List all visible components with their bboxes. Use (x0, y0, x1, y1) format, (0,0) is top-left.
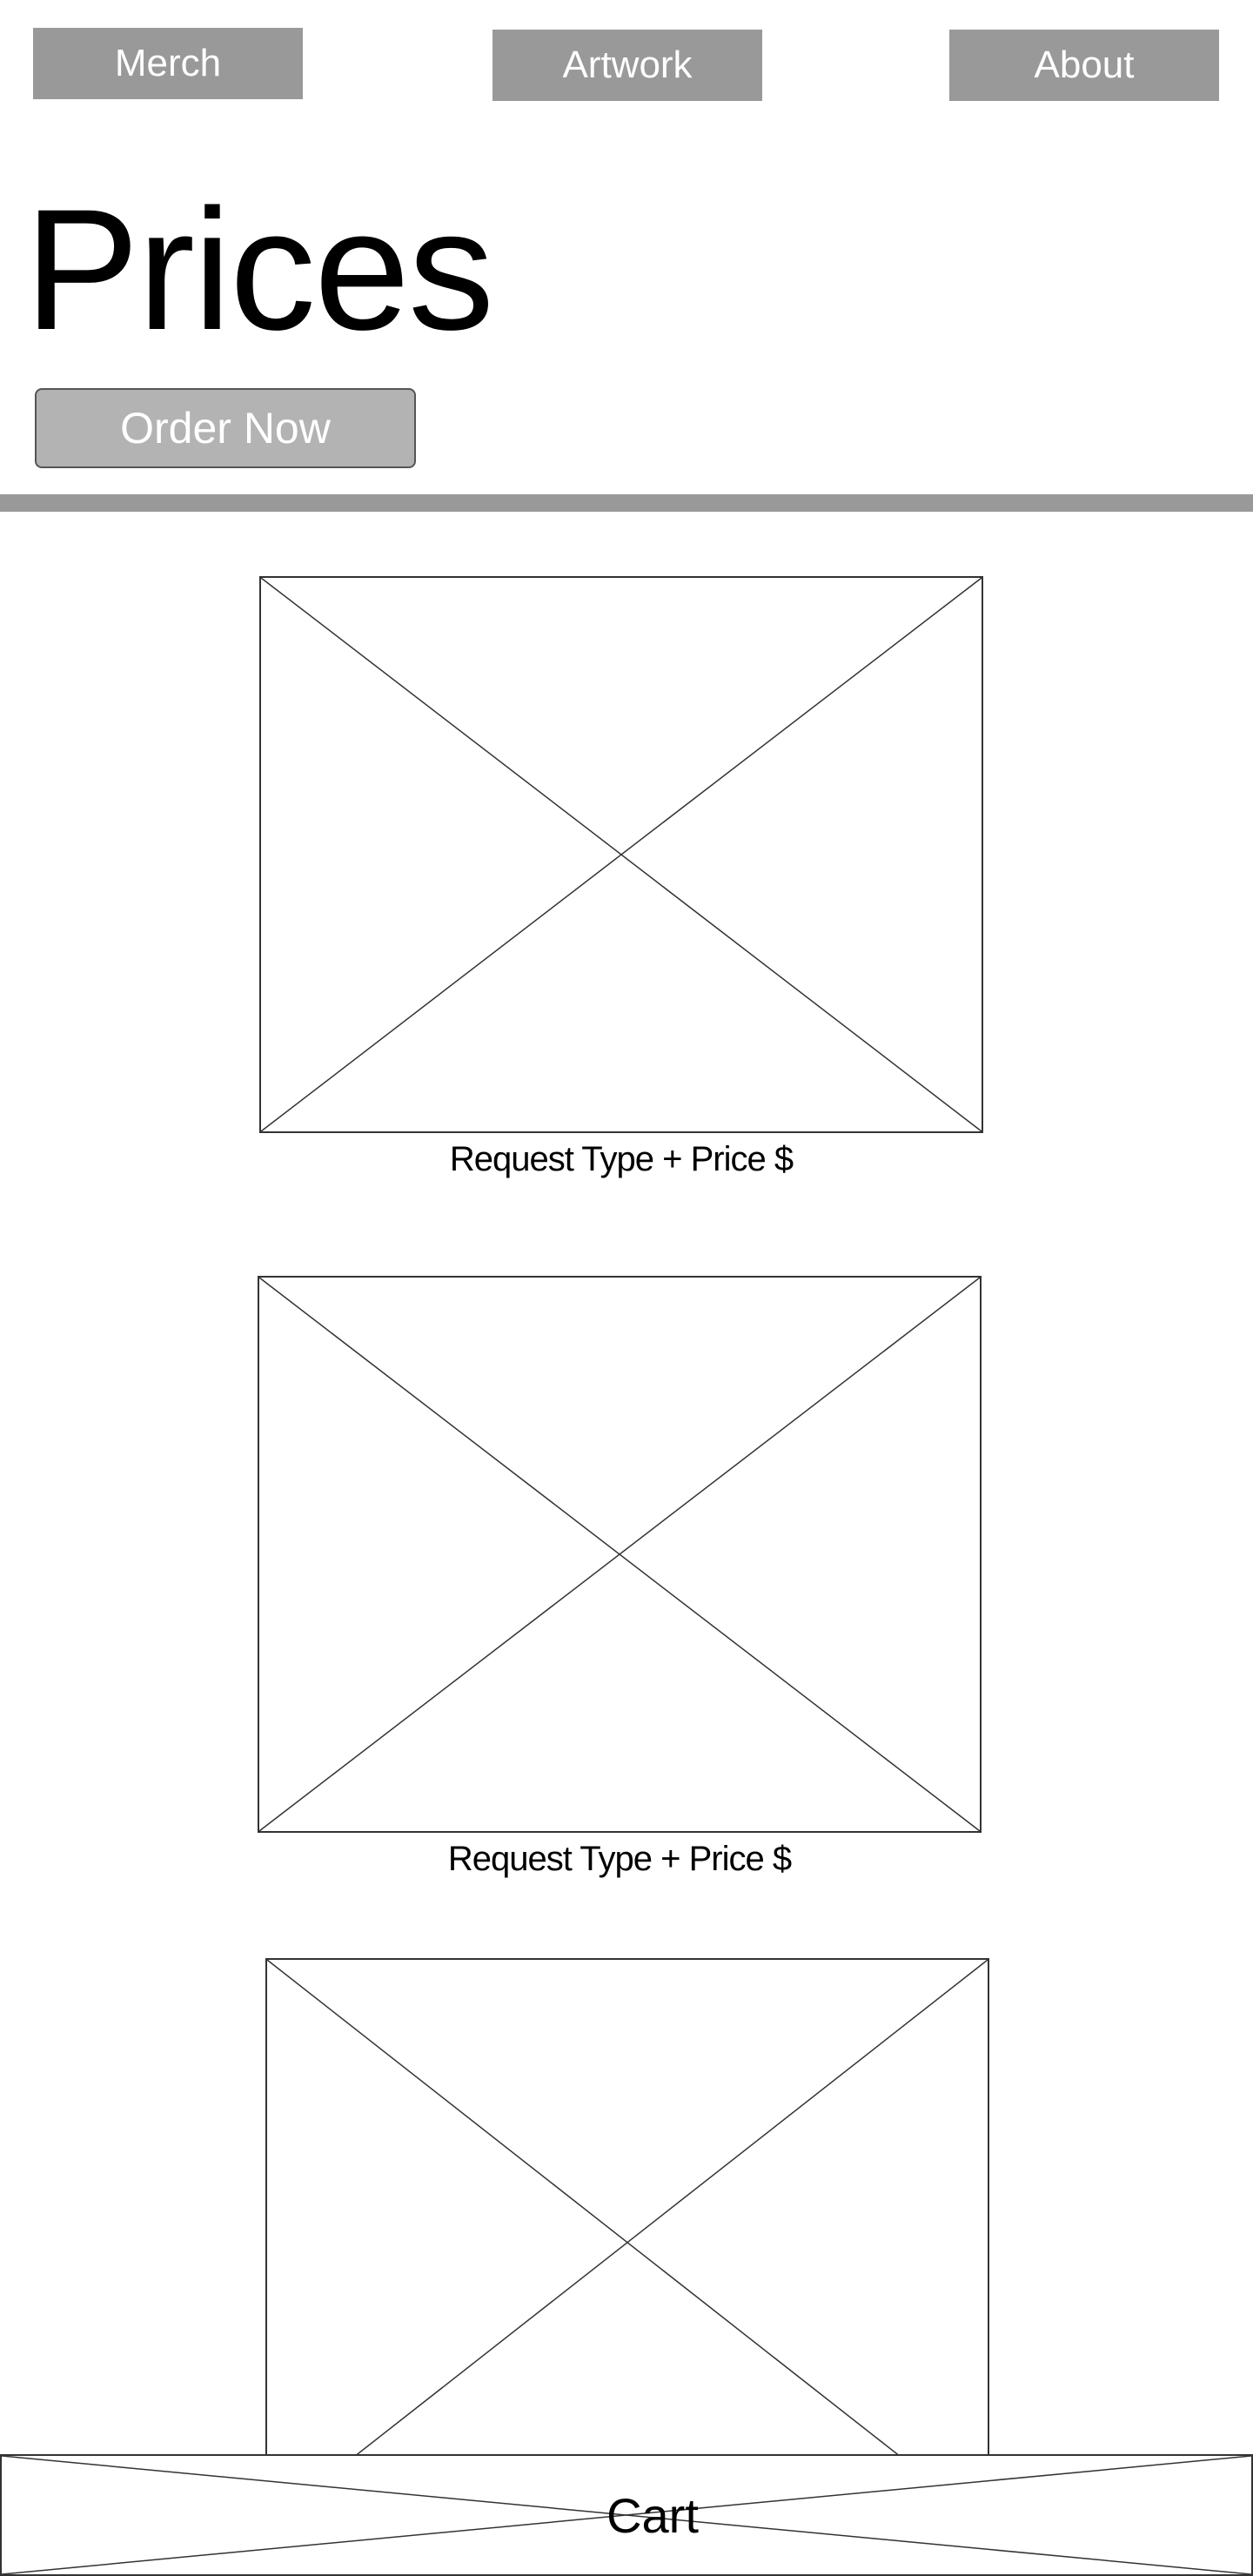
nav-artwork-label: Artwork (562, 44, 693, 86)
item-image-placeholder-1[interactable] (259, 576, 983, 1133)
order-now-button[interactable]: Order Now (35, 388, 416, 468)
order-now-label: Order Now (120, 404, 331, 453)
nav-merch-label: Merch (114, 42, 222, 84)
item-caption-1: Request Type + Price $ (449, 1140, 794, 1178)
cart-label: Cart (606, 2487, 699, 2543)
nav-about-button[interactable]: About (949, 30, 1219, 101)
cart-bar[interactable]: Cart (0, 2454, 1253, 2576)
item-image-placeholder-2[interactable] (258, 1276, 982, 1833)
nav-about-label: About (1034, 44, 1135, 86)
image-placeholder-icon (261, 578, 982, 1131)
item-image-placeholder-3[interactable] (265, 1958, 989, 2463)
item-caption-2: Request Type + Price $ (447, 1840, 792, 1878)
nav-merch-button[interactable]: Merch (33, 28, 303, 99)
cart-placeholder-icon (2, 2456, 1251, 2574)
page-title: Prices (24, 173, 494, 366)
header-divider (0, 494, 1253, 512)
image-placeholder-icon (267, 1960, 988, 2463)
nav-artwork-button[interactable]: Artwork (492, 30, 762, 101)
image-placeholder-icon (259, 1278, 980, 1831)
